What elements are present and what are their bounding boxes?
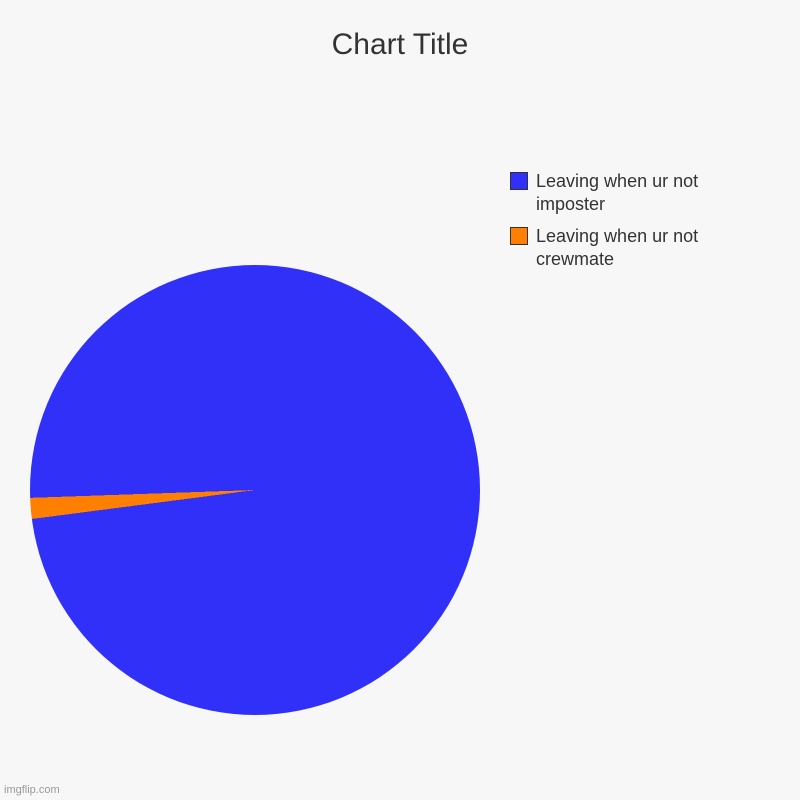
legend: Leaving when ur not imposter Leaving whe… <box>510 170 780 280</box>
legend-label: Leaving when ur not crewmate <box>536 225 726 270</box>
chart-title: Chart Title <box>0 28 800 62</box>
legend-swatch <box>510 172 528 190</box>
legend-label: Leaving when ur not imposter <box>536 170 726 215</box>
pie-chart <box>30 265 480 715</box>
legend-swatch <box>510 227 528 245</box>
watermark: imgflip.com <box>4 784 60 796</box>
legend-item: Leaving when ur not imposter <box>510 170 780 215</box>
legend-item: Leaving when ur not crewmate <box>510 225 780 270</box>
